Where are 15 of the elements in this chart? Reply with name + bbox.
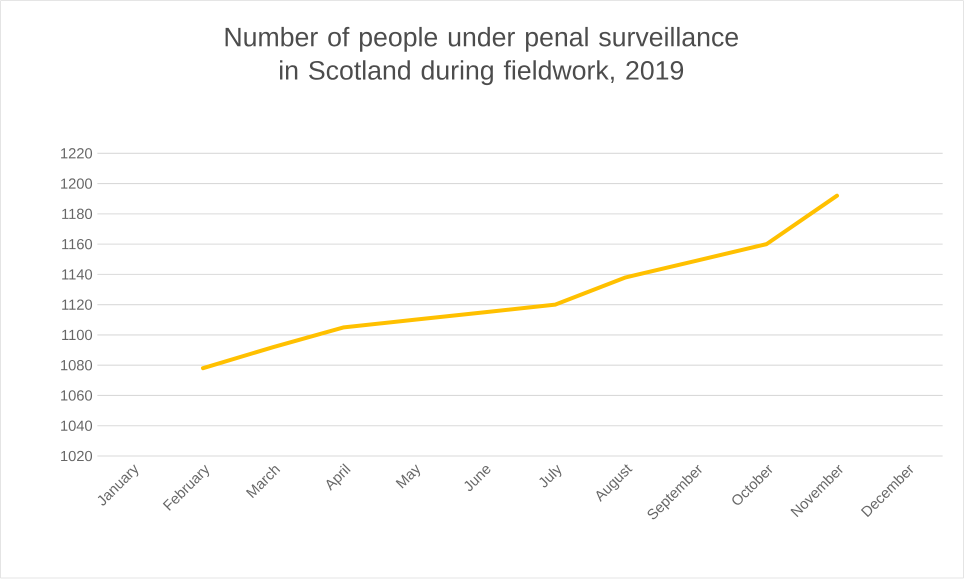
y-tick-label: 1140 xyxy=(62,269,92,280)
y-tick-label: 1160 xyxy=(62,239,92,250)
y-tick-label: 1020 xyxy=(61,450,92,462)
line-series xyxy=(201,194,839,370)
y-tick-label: 1040 xyxy=(61,420,92,432)
x-tick-label: May xyxy=(396,464,420,489)
chart-title: Number of people under penal surveillance in Scotland during fieldwork, 2019 xyxy=(226,27,738,86)
y-tick-label: 1120 xyxy=(62,300,92,310)
y-tick-label: 1200 xyxy=(61,178,92,189)
y-tick-label: 1100 xyxy=(62,330,92,340)
y-tick-label: 1060 xyxy=(61,390,92,401)
x-tick-label: July xyxy=(539,464,562,488)
y-tick-label: 1080 xyxy=(61,360,92,371)
y-tick-label: 1220 xyxy=(61,148,92,159)
y-tick-label: 1180 xyxy=(62,208,92,220)
